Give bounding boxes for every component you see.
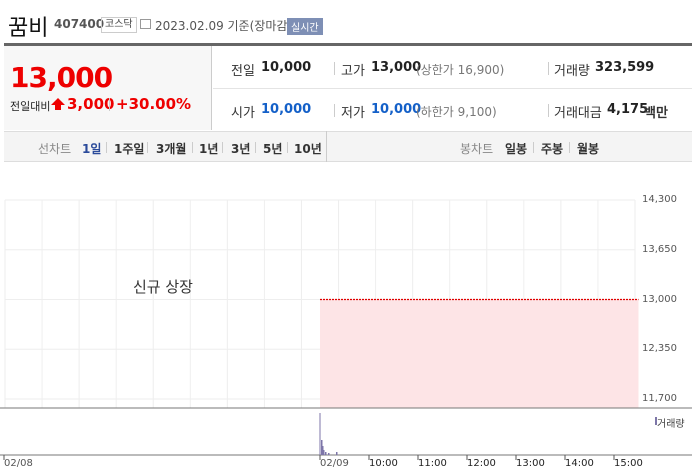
divider [222, 142, 223, 153]
y-tick-label: 13,000 [642, 293, 677, 305]
open-value: 10,000 [261, 102, 312, 117]
volume-legend: 거래량 [657, 419, 685, 430]
x-tick-label: 10:00 [369, 458, 398, 469]
volume-value: 323,599 [595, 60, 655, 75]
divider [533, 142, 534, 153]
low-value: 10,000 [371, 102, 422, 117]
chart-annotation: 신규 상장 [133, 278, 193, 296]
y-tick-label: 14,300 [642, 194, 677, 205]
tab-monthly[interactable]: 월봉 [577, 142, 600, 156]
volume-bar [322, 446, 324, 455]
x-tick-label: 02/08 [4, 458, 33, 469]
prev-label: 전일 [231, 64, 255, 79]
volume-bar [336, 452, 338, 455]
volume-bar [321, 440, 323, 455]
open-label: 시가 [231, 106, 255, 121]
up-arrow-icon [51, 98, 65, 110]
x-tick-label: 02/09 [320, 458, 349, 469]
change-value: 3,000 [67, 95, 115, 113]
upper-limit: (상한가 16,900) [416, 63, 505, 77]
divider [326, 131, 327, 162]
tab-weekly[interactable]: 주봉 [541, 142, 564, 156]
candle-chart-label: 봉차트 [460, 142, 494, 156]
volume-bar [328, 453, 330, 455]
volume-bar [319, 413, 321, 455]
volume-legend-swatch [655, 417, 657, 425]
low-label: 저가 [341, 106, 365, 121]
stock-name: 꿈비 [8, 16, 49, 41]
amount-value: 4,175 [607, 102, 649, 117]
tab-daily[interactable]: 일봉 [505, 142, 528, 156]
lower-limit: (하한가 9,100) [416, 105, 497, 119]
prev-value: 10,000 [261, 60, 312, 75]
y-tick-label: 11,700 [642, 393, 677, 404]
divider [334, 62, 335, 75]
volume-bar [323, 450, 325, 455]
y-tick-label: 12,350 [642, 343, 677, 355]
x-tick-label: 11:00 [418, 458, 447, 469]
divider [334, 104, 335, 117]
divider [106, 142, 107, 153]
tab-1y[interactable]: 1년 [199, 142, 219, 156]
tab-3y[interactable]: 3년 [231, 142, 251, 156]
volume-label: 거래량 [554, 64, 590, 79]
tab-1d[interactable]: 1일 [82, 142, 102, 156]
stock-code: 407400 [54, 17, 105, 31]
divider [255, 142, 256, 153]
realtime-button[interactable]: 실시간 [287, 18, 323, 35]
calendar-icon [140, 19, 151, 29]
divider [147, 142, 148, 153]
divider [213, 88, 692, 89]
base-date: 2023.02.09 기준(장마감) [155, 19, 293, 33]
change-label: 전일대비 [10, 100, 51, 113]
price-area [320, 299, 639, 408]
x-tick-label: 14:00 [565, 458, 594, 469]
tab-3m[interactable]: 3개월 [156, 142, 187, 156]
divider [548, 104, 549, 117]
x-tick-label: 15:00 [614, 458, 643, 469]
tab-10y[interactable]: 10년 [294, 142, 322, 156]
market-badge: 코스닥 [101, 17, 137, 33]
x-tick-label: 13:00 [516, 458, 545, 469]
divider [4, 43, 692, 46]
divider [548, 62, 549, 75]
chart-tab-bar [4, 131, 692, 162]
tab-5y[interactable]: 5년 [263, 142, 283, 156]
price-box [4, 46, 212, 130]
divider [287, 142, 288, 153]
high-value: 13,000 [371, 60, 422, 75]
divider [192, 142, 193, 153]
x-tick-label: 12:00 [467, 458, 496, 469]
tab-1w[interactable]: 1주일 [114, 142, 145, 156]
change-percent: +30.00% [116, 95, 192, 113]
current-price: 13,000 [10, 61, 113, 94]
divider [109, 98, 110, 111]
amount-unit: 백만 [644, 106, 668, 121]
high-label: 고가 [341, 64, 365, 79]
line-chart-label: 선차트 [38, 142, 72, 156]
volume-bar [325, 452, 327, 455]
divider [569, 142, 570, 153]
y-tick-label: 13,650 [642, 243, 677, 255]
amount-label: 거래대금 [554, 106, 602, 121]
